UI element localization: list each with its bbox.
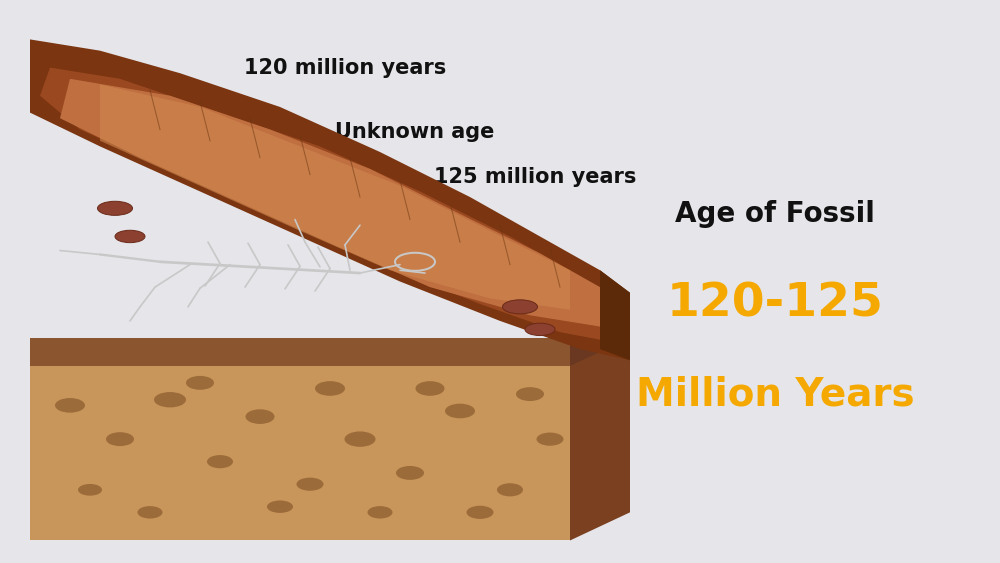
Ellipse shape — [55, 398, 85, 413]
Ellipse shape — [344, 431, 376, 447]
Polygon shape — [60, 79, 600, 327]
Polygon shape — [570, 321, 630, 366]
Ellipse shape — [207, 455, 233, 468]
Polygon shape — [100, 84, 570, 310]
Ellipse shape — [315, 381, 345, 396]
Ellipse shape — [267, 501, 293, 513]
Ellipse shape — [503, 300, 538, 314]
Ellipse shape — [78, 484, 102, 495]
Ellipse shape — [497, 483, 523, 497]
Polygon shape — [30, 349, 570, 540]
Ellipse shape — [516, 387, 544, 401]
Text: 120 million years: 120 million years — [244, 57, 446, 78]
Ellipse shape — [246, 409, 274, 424]
Ellipse shape — [525, 323, 555, 336]
Polygon shape — [570, 321, 630, 540]
Ellipse shape — [154, 392, 186, 408]
Text: 120-125: 120-125 — [667, 282, 883, 327]
Polygon shape — [600, 270, 630, 360]
Text: 125 million years: 125 million years — [434, 167, 636, 187]
Polygon shape — [40, 68, 620, 343]
Ellipse shape — [138, 506, 162, 519]
Text: Age of Fossil: Age of Fossil — [675, 200, 875, 228]
Text: Unknown age: Unknown age — [335, 122, 495, 142]
Ellipse shape — [396, 466, 424, 480]
Ellipse shape — [98, 201, 132, 216]
Polygon shape — [30, 39, 630, 360]
Ellipse shape — [445, 404, 475, 418]
Ellipse shape — [296, 477, 324, 491]
Polygon shape — [30, 338, 570, 366]
Ellipse shape — [466, 506, 494, 519]
Ellipse shape — [186, 376, 214, 390]
Ellipse shape — [536, 432, 564, 446]
Ellipse shape — [368, 506, 392, 519]
Ellipse shape — [106, 432, 134, 446]
Text: Million Years: Million Years — [636, 375, 914, 413]
Ellipse shape — [416, 381, 444, 396]
Ellipse shape — [115, 230, 145, 243]
